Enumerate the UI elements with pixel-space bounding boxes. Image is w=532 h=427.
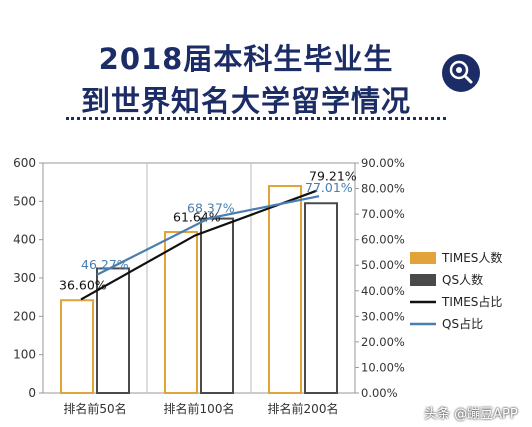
y-right-tick-label: 10.00% [361, 360, 405, 374]
search-gear-icon [442, 54, 480, 92]
data-label-times: 79.21% [309, 169, 357, 184]
y-right-tick-label: 50.00% [361, 258, 405, 272]
title-divider [66, 117, 446, 120]
x-tick-label: 排名前100名 [164, 401, 235, 416]
y-left-tick-label: 200 [13, 309, 36, 323]
y-left-tick-label: 0 [28, 386, 36, 400]
bar-times [60, 299, 94, 395]
y-right-tick-label: 30.00% [361, 309, 405, 323]
page-title-line2: 到世界知名大学留学情况 [80, 84, 411, 118]
data-label-times: 61.64% [173, 209, 221, 224]
x-tick-label: 排名前200名 [268, 401, 339, 416]
data-label-qs: 77.01% [305, 180, 353, 195]
page-title-line1: 2018届本科生毕业生 [98, 42, 394, 76]
data-label-qs: 68.37% [187, 200, 235, 215]
bar-qs [96, 267, 130, 394]
legend-label: TIMES人数 [441, 250, 502, 265]
y-left-tick-label: 600 [13, 156, 36, 170]
bar-qs [304, 202, 338, 394]
line-qs-series [96, 195, 320, 276]
y-right-tick-label: 0.00% [361, 386, 398, 400]
legend-label: TIMES占比 [441, 294, 502, 309]
bar-times [268, 185, 302, 394]
y-right-tick-label: 40.00% [361, 284, 405, 298]
title-block: 2018届本科生毕业生 到世界知名大学留学情况 [0, 0, 532, 130]
data-label-qs: 46.27% [81, 257, 129, 272]
y-right-tick-label: 90.00% [361, 156, 405, 170]
y-right-tick-label: 60.00% [361, 233, 405, 247]
legend-swatch [410, 274, 436, 286]
y-right-tick-label: 80.00% [361, 182, 405, 196]
y-right-tick-label: 70.00% [361, 207, 405, 221]
y-left-tick-label: 500 [13, 194, 36, 208]
legend-label: QS占比 [442, 316, 483, 331]
y-left-tick-label: 100 [13, 348, 36, 362]
data-label-times: 36.60% [59, 277, 107, 292]
y-left-tick-label: 300 [13, 271, 36, 285]
watermark: 头条 @蹦豆APP [424, 407, 518, 422]
legend-label: QS人数 [442, 272, 483, 287]
x-tick-label: 排名前50名 [63, 401, 126, 416]
bar-qs [200, 217, 234, 394]
bar-times [164, 231, 198, 394]
y-right-tick-label: 20.00% [361, 335, 405, 349]
y-left-tick-label: 400 [13, 233, 36, 247]
legend-swatch [410, 252, 436, 264]
